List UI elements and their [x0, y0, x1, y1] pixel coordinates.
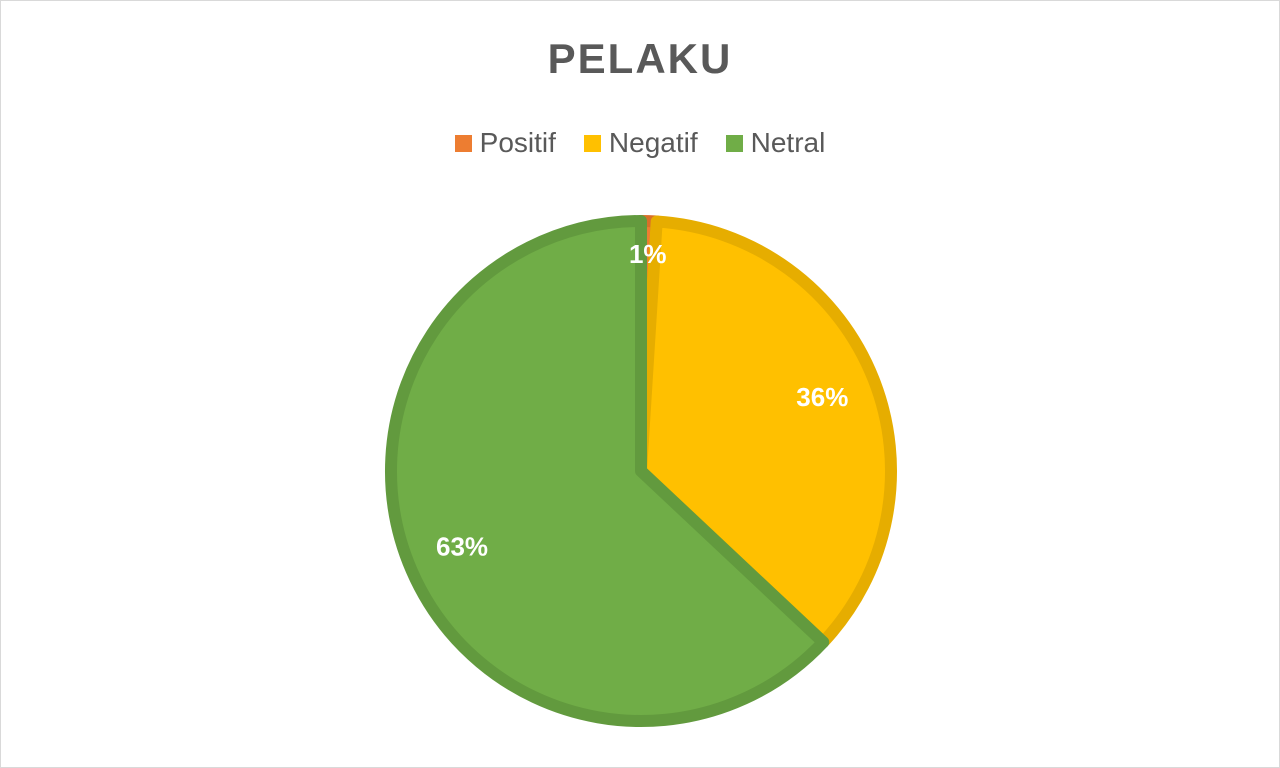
data-label-positif: 1% — [629, 239, 667, 269]
pie-data-labels: 1% 36% 63% — [436, 239, 848, 561]
chart-title: PELAKU — [547, 35, 733, 82]
chart-legend: Positif Negatif Netral — [1, 127, 1279, 159]
legend-item-netral: Netral — [725, 127, 826, 159]
legend-item-negatif: Negatif — [583, 127, 698, 159]
data-label-negatif: 36% — [796, 382, 848, 412]
pie-slice-negatif — [635, 215, 897, 649]
pie-slices — [385, 215, 897, 727]
legend-label-positif: Positif — [479, 127, 556, 158]
pie-slice-netral — [385, 215, 830, 727]
legend-swatch-positif — [454, 134, 472, 152]
legend-swatch-negatif — [583, 134, 601, 152]
legend-label-negatif: Negatif — [608, 127, 698, 158]
legend-item-positif: Positif — [454, 127, 556, 159]
data-label-netral: 63% — [436, 531, 488, 561]
legend-swatch-netral — [725, 134, 743, 152]
legend-label-netral: Netral — [750, 127, 826, 158]
